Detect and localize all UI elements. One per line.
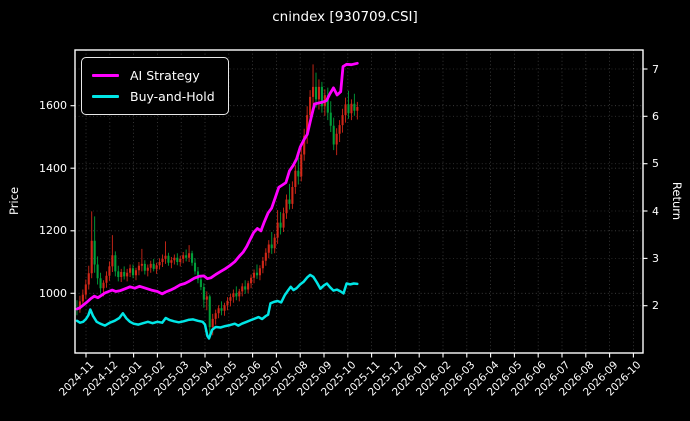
return-tick-label: 2 bbox=[652, 299, 659, 313]
price-tick-label: 1200 bbox=[39, 224, 67, 238]
buy-and-hold-line bbox=[75, 273, 359, 340]
return-tick-label: 7 bbox=[652, 62, 659, 76]
legend-label-ai-strategy: AI Strategy bbox=[130, 68, 200, 83]
return-tick-label: 3 bbox=[652, 251, 659, 265]
return-tick-label: 4 bbox=[652, 204, 659, 218]
buy-and-hold-line-swatch bbox=[92, 95, 119, 98]
price-tick-label: 1600 bbox=[39, 99, 67, 113]
legend-item-buy-and-hold: Buy-and-Hold bbox=[92, 86, 215, 107]
chart-title: cnindex [930709.CSI] bbox=[272, 9, 418, 25]
return-tick-label: 6 bbox=[652, 109, 659, 123]
price-tick-label: 1000 bbox=[39, 286, 67, 300]
legend-label-buy-and-hold: Buy-and-Hold bbox=[130, 89, 215, 104]
return-tick-label: 5 bbox=[652, 157, 659, 171]
legend: AI Strategy Buy-and-Hold bbox=[81, 57, 229, 115]
legend-item-ai-strategy: AI Strategy bbox=[92, 65, 215, 86]
ai-strategy-line-swatch bbox=[92, 74, 119, 77]
ai-strategy-line bbox=[75, 61, 359, 311]
price-tick-label: 1400 bbox=[39, 161, 67, 175]
